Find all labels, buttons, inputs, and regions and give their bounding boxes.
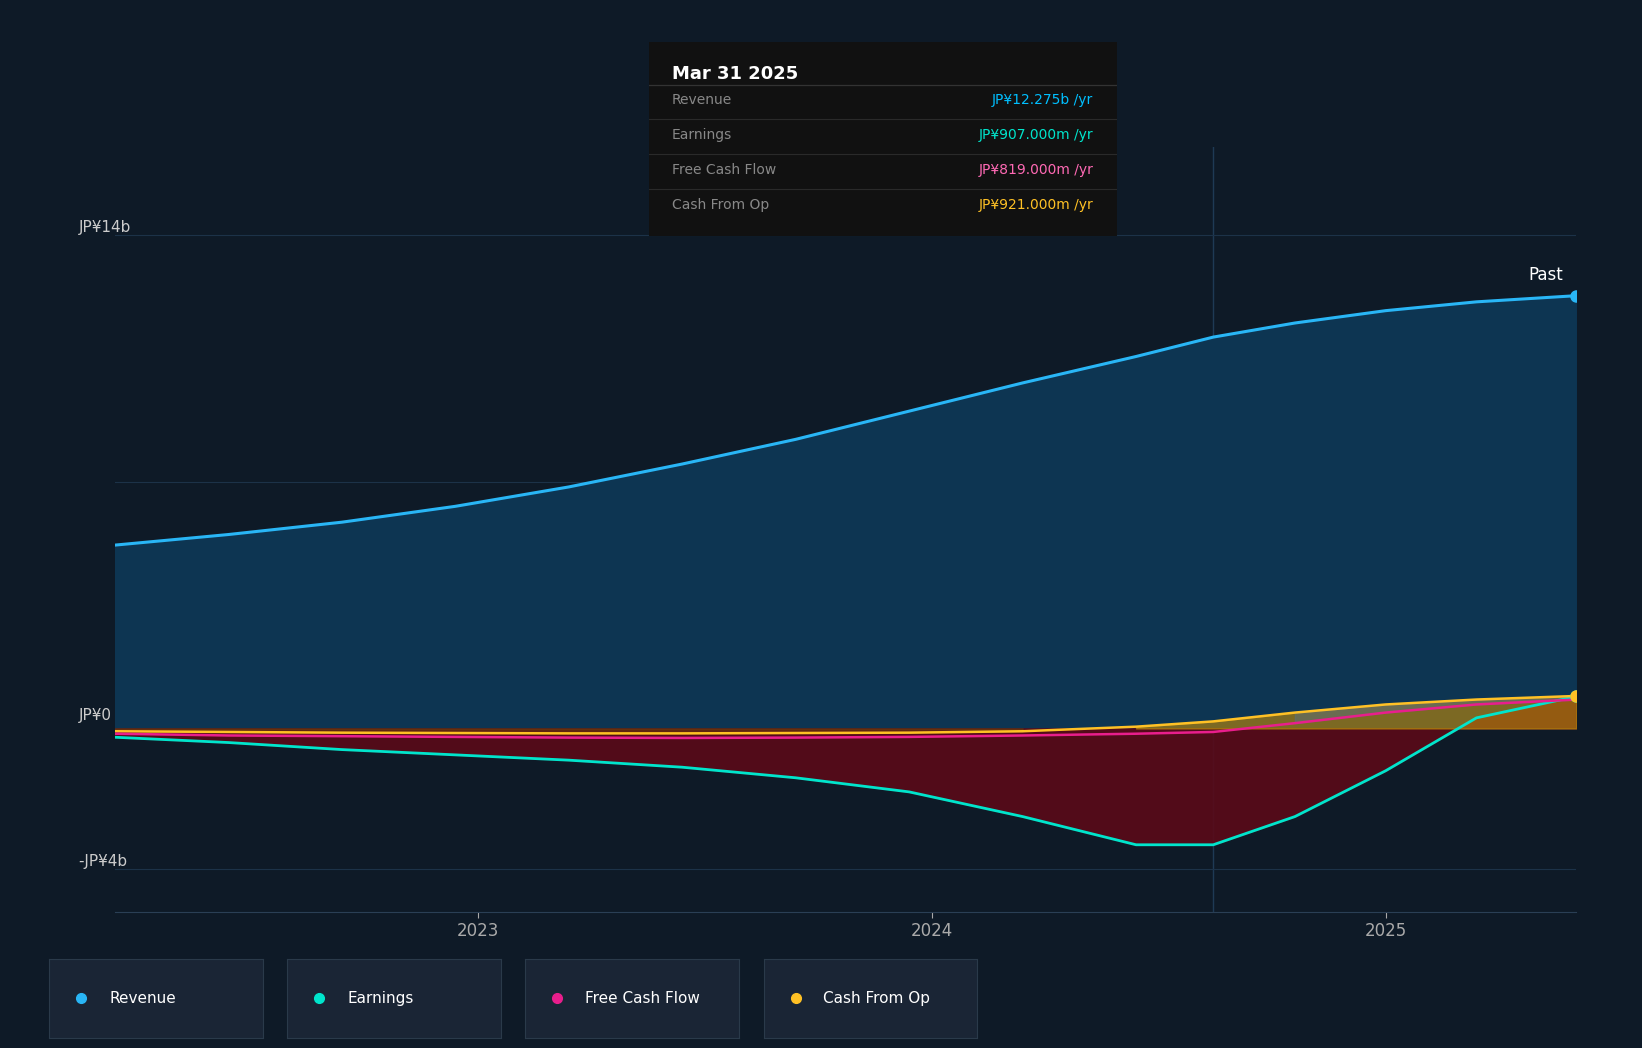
Text: JP¥14b: JP¥14b (79, 220, 131, 235)
Text: Earnings: Earnings (672, 128, 732, 141)
Text: JP¥921.000m /yr: JP¥921.000m /yr (979, 198, 1094, 212)
Text: Free Cash Flow: Free Cash Flow (672, 162, 777, 177)
Text: Revenue: Revenue (672, 93, 732, 107)
Text: JP¥0: JP¥0 (79, 708, 112, 723)
Text: Past: Past (1529, 266, 1563, 284)
Text: Mar 31 2025: Mar 31 2025 (672, 65, 798, 83)
Text: JP¥12.275b /yr: JP¥12.275b /yr (992, 93, 1094, 107)
Text: Revenue: Revenue (108, 990, 176, 1006)
Text: JP¥907.000m /yr: JP¥907.000m /yr (979, 128, 1094, 141)
Text: Cash From Op: Cash From Op (823, 990, 931, 1006)
Text: Free Cash Flow: Free Cash Flow (585, 990, 699, 1006)
Text: JP¥819.000m /yr: JP¥819.000m /yr (979, 162, 1094, 177)
Text: Earnings: Earnings (346, 990, 414, 1006)
Text: Cash From Op: Cash From Op (672, 198, 768, 212)
Text: -JP¥4b: -JP¥4b (79, 854, 128, 870)
